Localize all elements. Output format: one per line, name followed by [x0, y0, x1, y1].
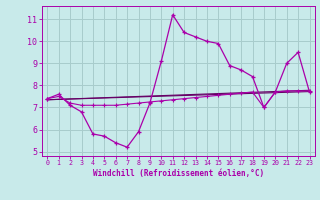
X-axis label: Windchill (Refroidissement éolien,°C): Windchill (Refroidissement éolien,°C) [93, 169, 264, 178]
